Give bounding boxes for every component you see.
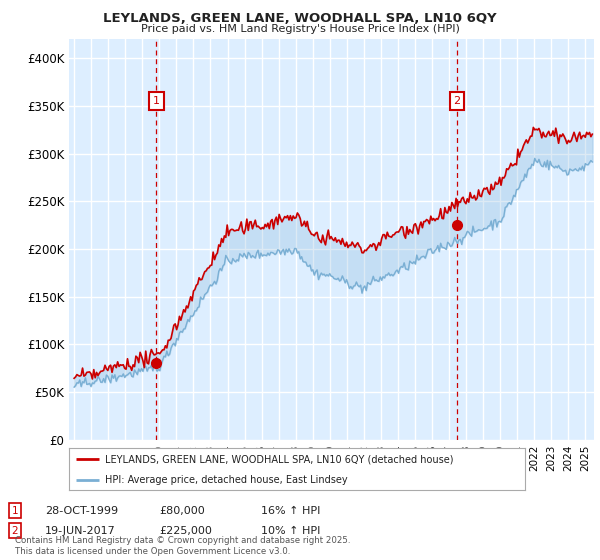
Text: HPI: Average price, detached house, East Lindsey: HPI: Average price, detached house, East… xyxy=(106,475,348,486)
Text: £225,000: £225,000 xyxy=(159,526,212,536)
Text: 2: 2 xyxy=(454,96,461,106)
Text: 2: 2 xyxy=(11,526,19,536)
Text: £80,000: £80,000 xyxy=(159,506,205,516)
Text: 16% ↑ HPI: 16% ↑ HPI xyxy=(261,506,320,516)
Text: LEYLANDS, GREEN LANE, WOODHALL SPA, LN10 6QY: LEYLANDS, GREEN LANE, WOODHALL SPA, LN10… xyxy=(103,12,497,25)
Text: 10% ↑ HPI: 10% ↑ HPI xyxy=(261,526,320,536)
Text: Contains HM Land Registry data © Crown copyright and database right 2025.
This d: Contains HM Land Registry data © Crown c… xyxy=(15,536,350,556)
Text: 28-OCT-1999: 28-OCT-1999 xyxy=(45,506,118,516)
Text: 1: 1 xyxy=(11,506,19,516)
Text: 19-JUN-2017: 19-JUN-2017 xyxy=(45,526,116,536)
Text: LEYLANDS, GREEN LANE, WOODHALL SPA, LN10 6QY (detached house): LEYLANDS, GREEN LANE, WOODHALL SPA, LN10… xyxy=(106,454,454,464)
Text: Price paid vs. HM Land Registry's House Price Index (HPI): Price paid vs. HM Land Registry's House … xyxy=(140,24,460,34)
Text: 1: 1 xyxy=(153,96,160,106)
